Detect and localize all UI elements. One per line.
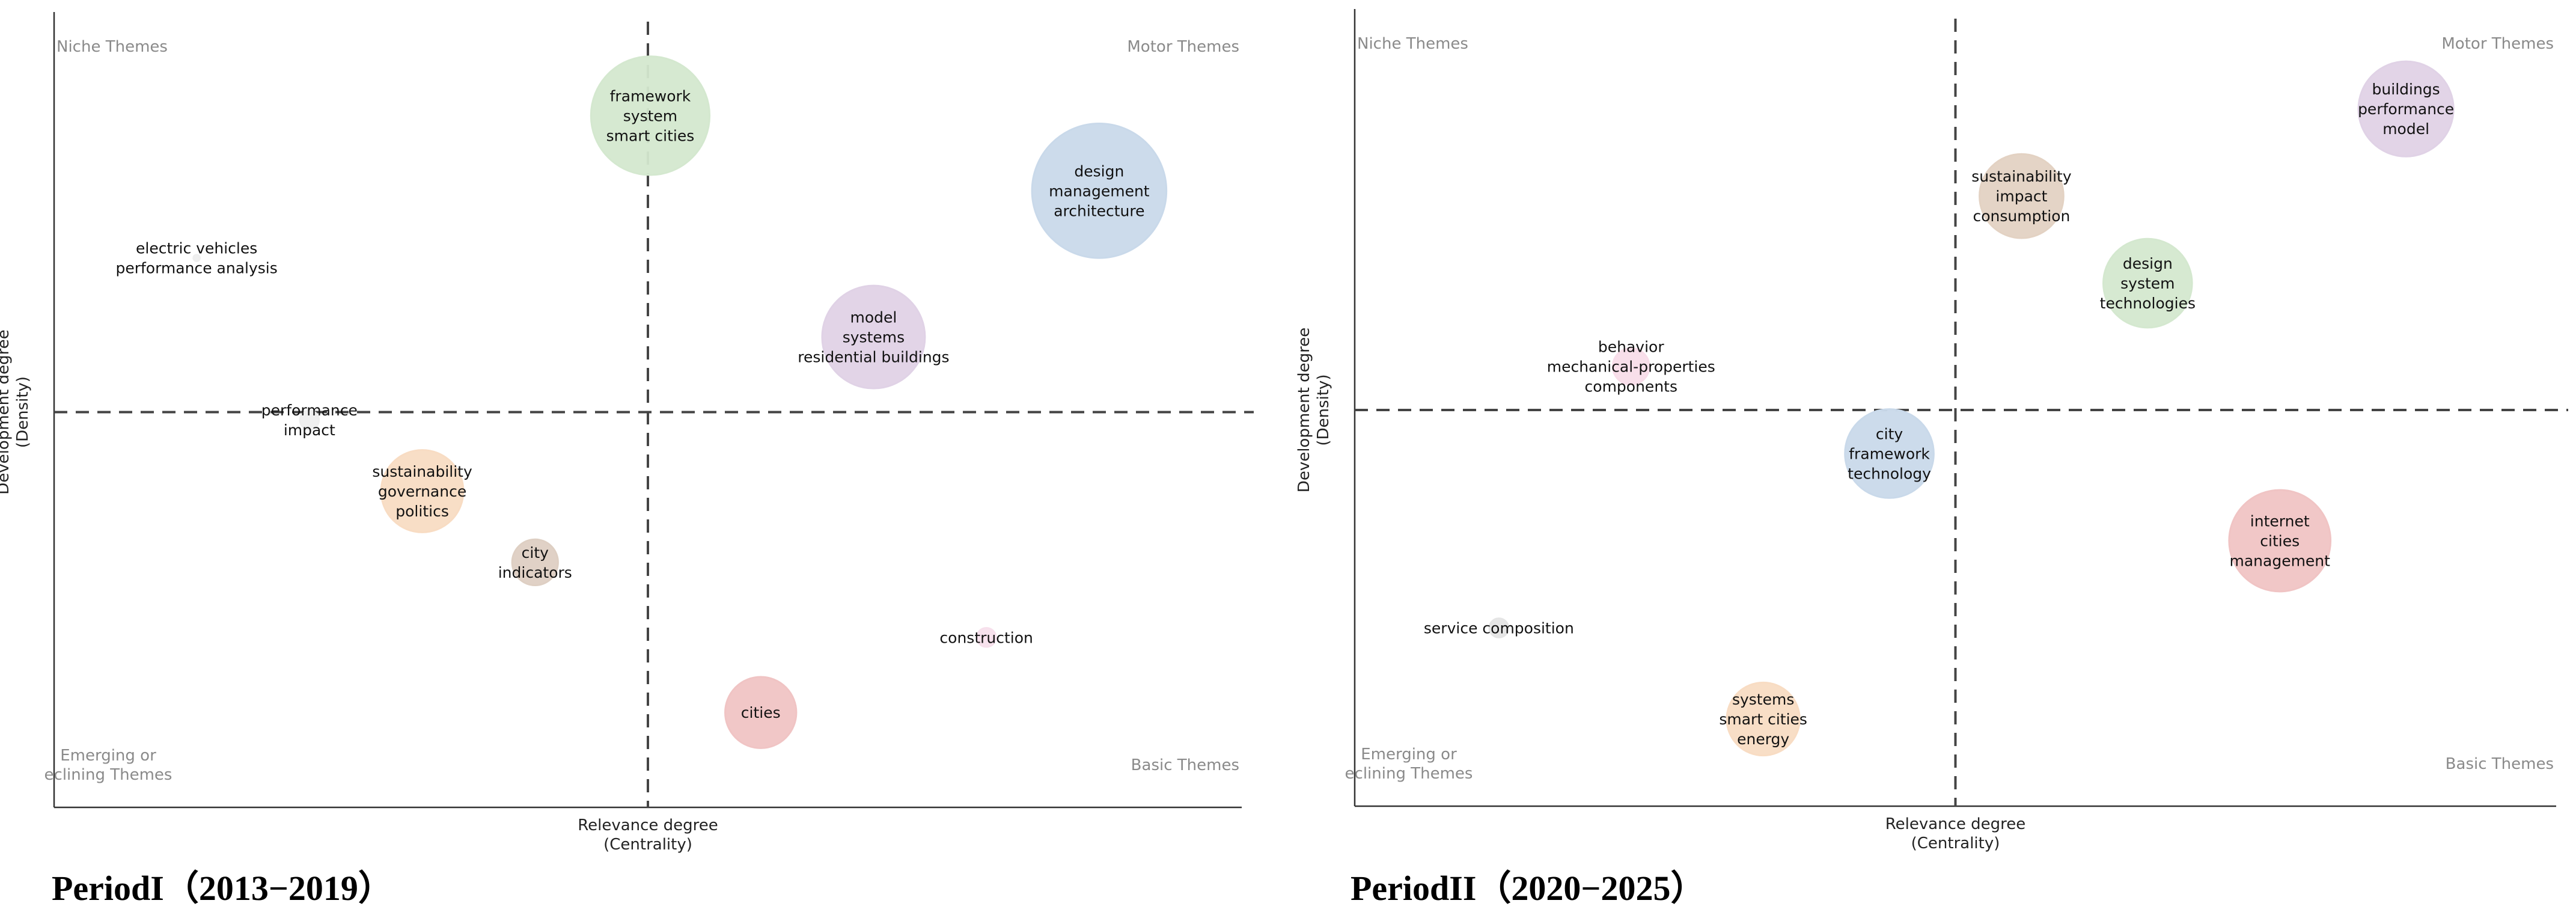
bubble-label-4: behavior mechanical-properties components [1547, 338, 1715, 396]
chart-panel-period-1: Niche Themes Motor Themes Emerging or eclin… [0, 12, 1254, 908]
bubble-label-6: internet cities management [2229, 512, 2330, 569]
quadrant-label-basic: Basic Themes [2446, 755, 2554, 773]
bubble-label-8: systems smart cities energy [1719, 691, 1807, 748]
bubble-label-1: buildings performance model [2358, 81, 2454, 138]
bubble-7 [1488, 617, 1510, 638]
quadrant-label-emerging: Emerging or eclining Themes [44, 747, 172, 784]
bubble-label-2: sustainability impact consumption [1971, 168, 2072, 225]
period-title-2: PeriodII（2020−2025） [1351, 869, 1706, 908]
y-axis-title-group: Development degree(Density) [0, 329, 32, 494]
bubble-label-5: city framework technology [1848, 425, 1931, 482]
quadrant-label-basic: Basic Themes [1131, 756, 1239, 774]
bubble-label-9: cities [741, 704, 781, 721]
bubble-3 [2102, 237, 2193, 329]
bubble-label-7: service composition [1424, 619, 1574, 637]
quadrant-label-motor: Motor Themes [2441, 35, 2554, 53]
y-axis-title: Development degree(Density) [0, 329, 32, 494]
bubble-label-2: design management architecture [1049, 162, 1150, 219]
bubble-4 [1611, 347, 1650, 386]
quadrant-label-niche: Niche Themes [56, 38, 168, 56]
scatter-chart-period-1: Niche Themes Motor Themes Emerging or eclin… [0, 12, 1254, 854]
bubble-label-1: framework system smart cities [606, 87, 695, 144]
bubble-5 [1844, 408, 1935, 499]
bubble-label-3: electric vehicles performance analysis [115, 240, 277, 277]
y-axis-title-group: Development degree(Density) [1295, 328, 1332, 492]
bubble-6 [2228, 489, 2332, 593]
quadrant-label-motor: Motor Themes [1127, 38, 1239, 56]
bubble-4 [821, 284, 926, 390]
bubble-label-7: city indicators [498, 544, 572, 581]
bubble-8 [1726, 681, 1801, 757]
scatter-chart-period-2: Niche Themes Motor Themes Emerging or eclin… [1295, 9, 2568, 852]
bubble-5 [299, 409, 320, 430]
bubble-1 [590, 55, 711, 176]
bubble-9 [724, 676, 798, 749]
bubble-label-8: construction [939, 629, 1033, 646]
quadrant-label-niche: Niche Themes [1357, 35, 1468, 53]
bubble-label-5: performance impact [261, 402, 358, 439]
chart-panel-period-2: Niche Themes Motor Themes Emerging or eclin… [1288, 0, 2576, 921]
bubble-3 [192, 254, 201, 262]
bubble-label-3: design system technologies [2100, 255, 2196, 312]
bubble-6 [380, 449, 465, 533]
x-axis-title: Relevance degree (Centrality) [1885, 815, 2026, 852]
x-axis-title: Relevance degree (Centrality) [578, 816, 718, 854]
y-axis-title: Development degree(Density) [1295, 328, 1332, 492]
bubble-1 [2357, 60, 2455, 158]
quadrant-label-emerging: Emerging or eclining Themes [1345, 745, 1473, 783]
bubble-label-4: model systems residential buildings [798, 309, 949, 366]
bubble-8 [975, 626, 997, 648]
bubble-2 [1031, 123, 1168, 259]
bubble-2 [1979, 153, 2065, 239]
bubble-label-6: sustainability governance politics [372, 463, 472, 520]
bubble-7 [511, 538, 559, 586]
period-title-1: PeriodI（2013−2019） [52, 869, 393, 908]
